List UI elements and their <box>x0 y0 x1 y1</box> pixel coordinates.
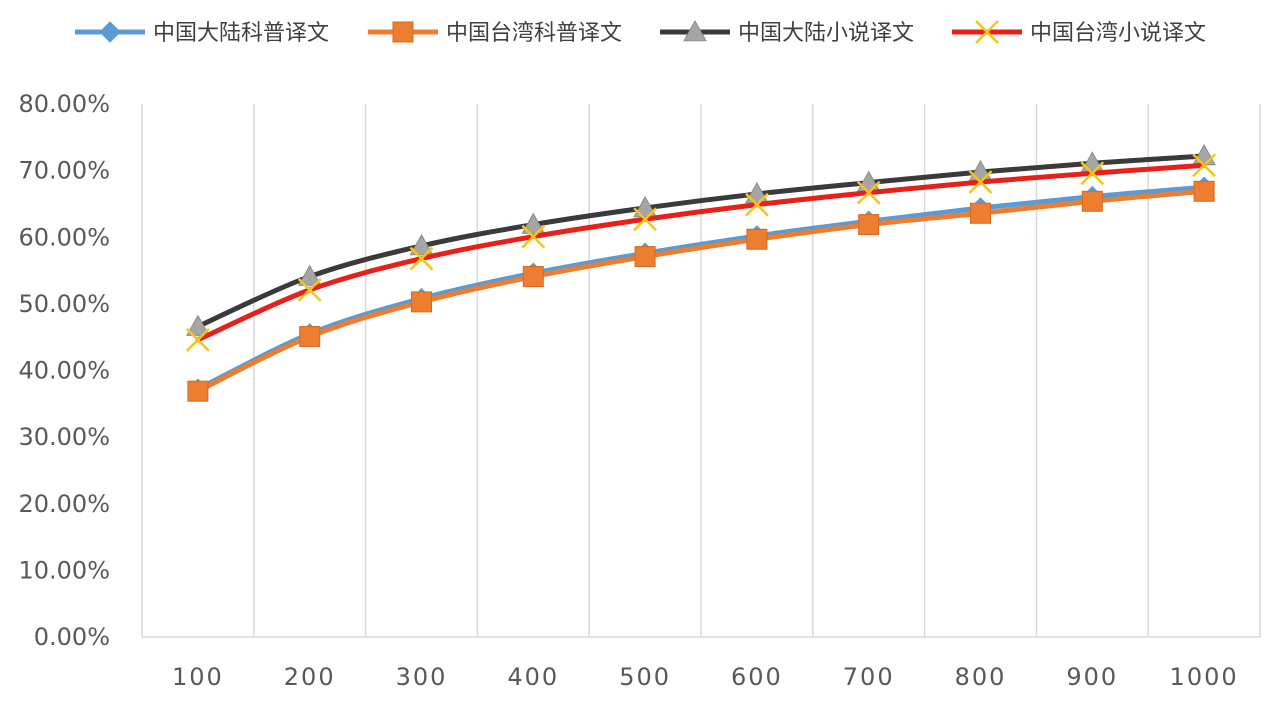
data-point-x <box>633 207 657 232</box>
data-point-triangle <box>186 314 210 336</box>
axis-layer: 0.00% 10.00% 20.00% 30.00% 40.00% 50.00% 60.00… <box>18 90 1260 691</box>
y-tick-label: 30.00% <box>18 423 110 451</box>
x-tick-label: 300 <box>396 663 448 691</box>
legend-marker-square <box>392 21 414 43</box>
y-tick-label: 10.00% <box>18 556 110 584</box>
x-tick-label: 200 <box>284 663 336 691</box>
data-point-x <box>297 278 322 302</box>
x-tick-label: 900 <box>1066 663 1118 691</box>
data-point-x <box>521 224 546 249</box>
x-tick-label: 400 <box>507 663 559 691</box>
data-point-triangle <box>297 264 322 286</box>
legend-item-2: 中国台湾科普译文 <box>368 21 622 46</box>
data-point-square <box>746 228 768 250</box>
y-tick-label: 60.00% <box>18 223 110 251</box>
legend-label: 中国台湾小说译文 <box>1030 21 1206 46</box>
data-point-square <box>1193 180 1215 202</box>
x-tick-label: 800 <box>955 663 1007 691</box>
data-point-x <box>745 192 769 217</box>
data-point-x <box>186 327 210 352</box>
data-point-square <box>634 246 656 268</box>
data-point-triangle <box>633 195 657 218</box>
data-point-square <box>187 380 209 402</box>
data-point-square <box>299 326 321 348</box>
grid-layer <box>141 104 1261 637</box>
y-tick-label: 0.00% <box>34 623 110 651</box>
legend-label: 中国大陆小说译文 <box>738 21 914 46</box>
legend-marker-x <box>975 20 999 44</box>
data-point-x <box>1080 161 1105 186</box>
y-tick-label: 50.00% <box>18 290 110 318</box>
legend-label: 中国大陆科普译文 <box>153 21 329 46</box>
data-point-square <box>970 202 991 224</box>
y-tick-label: 70.00% <box>18 157 110 185</box>
legend-item-4: 中国台湾小说译文 <box>952 20 1206 46</box>
y-tick-label: 80.00% <box>18 90 110 118</box>
data-point-x <box>409 246 434 271</box>
data-point-x <box>856 180 881 205</box>
legend-item-1: 中国大陆科普译文 <box>75 21 329 46</box>
series-4 <box>186 153 1216 352</box>
legend-marker-triangle <box>683 19 707 42</box>
data-point-x <box>968 170 993 194</box>
data-point-x <box>1192 153 1216 178</box>
y-tick-label: 20.00% <box>18 490 110 518</box>
data-point-triangle <box>409 233 434 256</box>
series-line <box>195 184 1207 392</box>
series-line <box>195 188 1207 394</box>
data-point-square <box>411 291 432 313</box>
x-tick-label: 500 <box>619 663 671 691</box>
x-tick-label: 700 <box>843 663 895 691</box>
data-point-square <box>858 214 880 236</box>
y-tick-label: 40.00% <box>18 357 110 385</box>
x-tick-label: 100 <box>172 663 224 691</box>
data-point-square <box>1081 190 1103 212</box>
x-tick-label: 1000 <box>1170 663 1239 691</box>
series-2 <box>187 180 1215 402</box>
x-tick-label: 600 <box>731 663 783 691</box>
data-point-square <box>522 266 544 288</box>
data-point-triangle <box>521 212 546 234</box>
legend-item-3: 中国大陆小说译文 <box>660 19 914 46</box>
series-layer <box>186 143 1216 402</box>
legend-marker-diamond <box>99 21 121 43</box>
series-line <box>195 153 1207 330</box>
legend-label: 中国台湾科普译文 <box>446 21 622 46</box>
series-line <box>195 162 1207 343</box>
legend: 中国大陆科普译文 中国台湾科普译文 中国大陆小说译文 中国台湾小说译文 <box>75 19 1206 46</box>
